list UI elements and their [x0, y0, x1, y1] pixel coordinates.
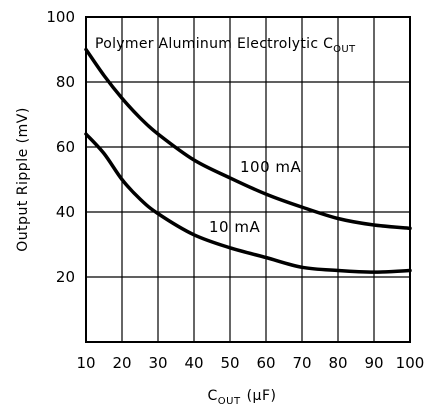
series-line-1 — [84, 132, 412, 274]
x-tick-label: 60 — [256, 354, 275, 372]
plot-frame — [85, 16, 411, 343]
x-axis-title-subscript: OUT — [218, 396, 241, 407]
y-tick-label: 100 — [46, 8, 75, 26]
annotation-main: Polymer Aluminum Electrolytic C — [95, 36, 333, 52]
series-label-10ma: 10 mA — [209, 218, 260, 236]
series — [84, 47, 412, 274]
y-tick-label: 60 — [56, 138, 75, 156]
grid — [86, 17, 410, 342]
x-tick-label: 70 — [292, 354, 311, 372]
x-tick-label: 30 — [148, 354, 167, 372]
x-tick-label: 40 — [184, 354, 203, 372]
series-line-0 — [84, 47, 412, 231]
y-tick-label: 80 — [56, 73, 75, 91]
x-axis-title: COUT (μF) — [208, 388, 277, 407]
tick-labels: 10 20 30 40 50 60 70 80 90 100 20 40 60 80 100 — [46, 8, 424, 372]
x-tick-label: 80 — [328, 354, 347, 372]
y-tick-label: 40 — [56, 203, 75, 221]
x-tick-label: 100 — [396, 354, 425, 372]
x-tick-label: 50 — [220, 354, 239, 372]
chart-annotation: Polymer Aluminum Electrolytic COUT — [95, 36, 356, 55]
x-tick-label: 90 — [364, 354, 383, 372]
y-tick-label: 20 — [56, 268, 75, 286]
series-label-100ma: 100 mA — [240, 158, 302, 176]
y-axis-title: Output Ripple (mV) — [15, 107, 31, 252]
x-axis-title-main: C — [208, 388, 218, 404]
x-axis-title-unit: (μF) — [247, 388, 277, 404]
x-tick-label: 20 — [112, 354, 131, 372]
annotation-subscript: OUT — [333, 44, 356, 55]
x-tick-label: 10 — [76, 354, 95, 372]
